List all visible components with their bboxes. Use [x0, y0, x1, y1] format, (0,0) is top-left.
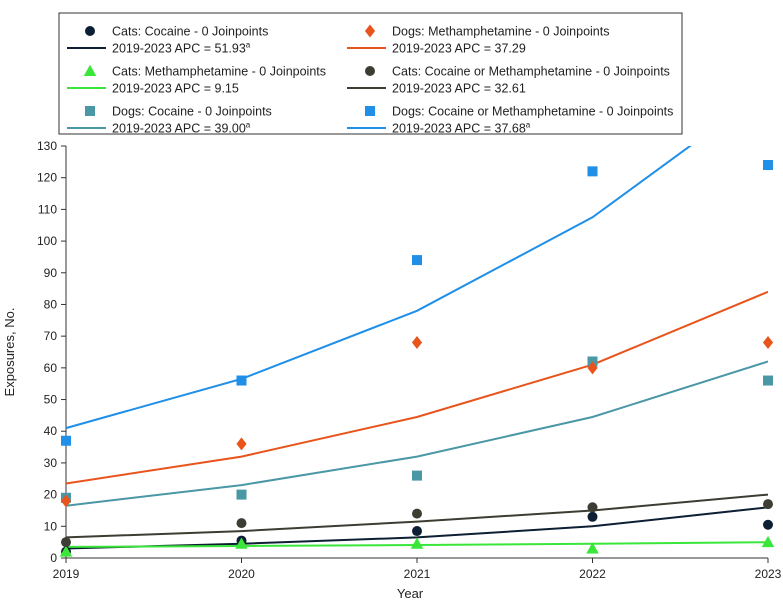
y-tick-label: 60: [44, 361, 58, 375]
y-tick-label: 50: [44, 393, 58, 407]
y-tick-label: 100: [37, 234, 57, 248]
dogs-meth-point: [236, 437, 247, 451]
y-tick-label: 110: [38, 202, 57, 216]
x-tick-label: 2020: [228, 567, 255, 581]
dogs-either-point: [412, 255, 422, 266]
cats-meth-point: [235, 537, 248, 549]
legend-trend-cats-meth: 2019-2023 APC = 9.15: [112, 82, 239, 96]
legend-trend-dogs-either: 2019-2023 APC = 37.68a: [392, 121, 531, 136]
cats-cocaine-point: [412, 526, 422, 537]
cats-cocaine-point: [587, 511, 598, 522]
x-tick-label: 2022: [579, 567, 606, 581]
dogs-either-trend-line: [66, 146, 692, 430]
data-markers: [59, 160, 775, 557]
x-tick-label: 2021: [404, 567, 431, 581]
dogs-cocaine-trend-line: [66, 360, 768, 507]
axes: 0 10 20 30 40 50 60 70 80 90 100 110 120 130 2019 2020 2…: [37, 139, 782, 581]
legend-label-dogs-meth: Dogs: Methamphetamine - 0 Joinpoints: [392, 25, 609, 39]
y-axis-title: Exposures, No.: [2, 308, 17, 397]
x-axis-title: Year: [397, 586, 424, 601]
legend-label-dogs-cocaine: Dogs: Cocaine - 0 Joinpoints: [112, 105, 272, 119]
y-tick-label: 0: [50, 551, 57, 565]
cats-meth-point: [59, 545, 73, 557]
y-tick-label: 10: [44, 519, 58, 533]
legend-trend-dogs-meth: 2019-2023 APC = 37.29: [392, 42, 526, 56]
cats-either-point: [61, 537, 71, 548]
dogs-meth-point: [762, 335, 774, 349]
dogs-either-point: [61, 435, 71, 446]
cats-either-point: [412, 508, 422, 519]
legend-marker-dogs-cocaine: [85, 106, 95, 116]
legend-label-cats-cocaine: Cats: Cocaine - 0 Joinpoints: [112, 25, 268, 39]
y-tick-label: 20: [44, 488, 58, 502]
legend-marker-cats-cocaine: [85, 26, 95, 36]
cats-cocaine-point: [763, 519, 773, 530]
cats-meth-point: [410, 537, 424, 549]
x-tick-label: 2019: [53, 567, 80, 581]
cats-meth-point: [761, 535, 775, 548]
legend-marker-dogs-meth: [364, 24, 376, 38]
x-tick-label: 2023: [755, 567, 782, 581]
dogs-either-point: [236, 375, 247, 386]
y-tick-label: 120: [37, 171, 57, 185]
cats-either-point: [587, 502, 598, 513]
dogs-meth-point: [587, 361, 598, 375]
legend-marker-dogs-either: [365, 106, 375, 116]
legend-trend-cats-either: 2019-2023 APC = 32.61: [392, 82, 526, 96]
dogs-meth-point: [411, 335, 423, 349]
legend: Cats: Cocaine - 0 Joinpoints 2019-2023 AP…: [67, 24, 673, 136]
cats-meth-point: [586, 542, 599, 554]
legend-label-cats-either: Cats: Cocaine or Methamphetamine - 0 Joi…: [392, 65, 670, 79]
legend-trend-cats-cocaine: 2019-2023 APC = 51.93a: [112, 41, 251, 56]
cats-either-point: [763, 499, 773, 510]
cats-either-trend-line: [66, 493, 768, 539]
dogs-meth-point: [60, 494, 72, 508]
y-tick-label: 30: [44, 456, 58, 470]
dogs-either-point: [763, 160, 773, 171]
dogs-meth-trend-line: [66, 290, 768, 485]
y-tick-label: 80: [44, 297, 58, 311]
y-tick-label: 130: [37, 139, 57, 153]
y-tick-label: 90: [44, 266, 58, 280]
legend-label-dogs-either: Dogs: Cocaine or Methamphetamine - 0 Joi…: [392, 105, 673, 119]
legend-marker-cats-either: [365, 66, 375, 76]
cats-either-point: [236, 518, 247, 529]
dogs-cocaine-point: [763, 375, 773, 386]
y-tick-label: 70: [44, 329, 58, 343]
y-tick-label: 40: [44, 424, 58, 438]
legend-label-cats-meth: Cats: Methamphetamine - 0 Joinpoints: [112, 65, 326, 79]
legend-marker-cats-meth: [83, 64, 97, 76]
dogs-either-point: [587, 166, 598, 177]
dogs-cocaine-point: [412, 470, 422, 481]
dogs-cocaine-point: [236, 489, 247, 500]
legend-trend-dogs-cocaine: 2019-2023 APC = 39.00a: [112, 121, 251, 136]
